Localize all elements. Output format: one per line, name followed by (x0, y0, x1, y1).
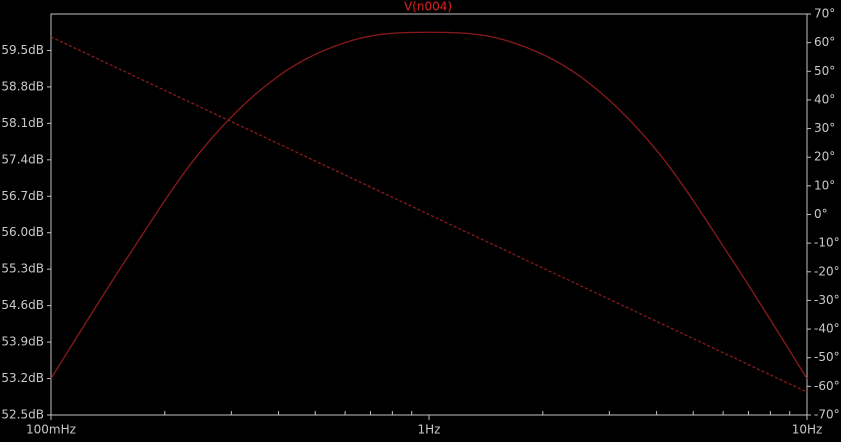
right-axis-tick-label: -10° (814, 236, 840, 250)
x-axis-tick-label: 10Hz (792, 423, 823, 437)
left-axis-tick-label: 59.5dB (1, 43, 44, 57)
left-axis-tick-label: 56.0dB (1, 225, 44, 239)
left-axis-tick-label: 56.7dB (1, 189, 44, 203)
left-axis-tick-label: 53.9dB (1, 335, 44, 349)
left-axis-tick-label: 58.8dB (1, 79, 44, 93)
right-axis-tick-label: 60° (814, 35, 835, 49)
left-axis-tick-label: 58.1dB (1, 116, 44, 130)
phase-trace (50, 36, 808, 393)
x-axis-tick-label: 1Hz (418, 423, 441, 437)
right-axis-tick-label: 10° (814, 178, 835, 192)
right-axis-tick-label: 20° (814, 150, 835, 164)
right-axis-tick-label: -50° (814, 350, 840, 364)
traces-layer (50, 31, 808, 393)
magnitude-trace (50, 31, 808, 379)
ticks-layer (47, 13, 811, 420)
left-axis-tick-label: 53.2dB (1, 371, 44, 385)
right-axis-tick-label: -40° (814, 322, 840, 336)
right-axis-tick-label: 70° (814, 7, 835, 21)
right-axis-tick-label: 50° (814, 64, 835, 78)
left-axis-tick-label: 52.5dB (1, 408, 44, 422)
left-axis-tick-label: 54.6dB (1, 298, 44, 312)
x-axis-tick-label: 100mHz (26, 423, 76, 437)
right-axis-tick-label: -20° (814, 264, 840, 278)
left-axis-tick-label: 57.4dB (1, 152, 44, 166)
tick-labels-layer: 52.5dB 53.2dB 53.9dB 54.6dB 55.3dB 56.0dB 56.7… (1, 7, 839, 437)
right-axis-tick-label: -30° (814, 293, 840, 307)
right-axis-tick-label: 30° (814, 121, 835, 135)
right-axis-tick-label: -70° (814, 408, 840, 422)
right-axis-tick-label: 0° (814, 207, 828, 221)
right-axis-tick-label: -60° (814, 379, 840, 393)
left-axis-tick-label: 55.3dB (1, 262, 44, 276)
chart-title[interactable]: V(n004) (404, 0, 452, 14)
right-axis-tick-label: 40° (814, 92, 835, 106)
